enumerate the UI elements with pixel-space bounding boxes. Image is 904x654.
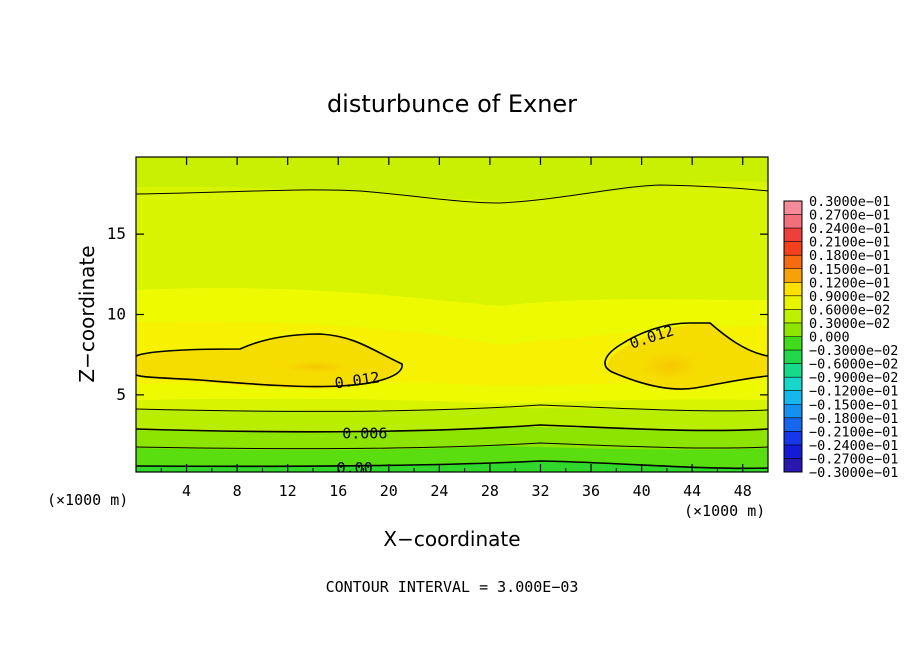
contour-line-003: [136, 442, 768, 450]
color-bar-cell: [784, 201, 802, 216]
contour-line-mid: [136, 404, 768, 412]
color-bar-cell: [784, 458, 802, 473]
x-tick-label: 4: [182, 482, 191, 500]
color-bar-label: 0.1800e−01: [809, 248, 890, 264]
x-tick-label: 40: [633, 482, 651, 500]
color-bar-cell: [784, 336, 802, 351]
contour-line-012-right: [604, 322, 768, 390]
color-bar-cell: [784, 363, 802, 378]
field-peak-left: [282, 361, 350, 373]
color-bar-cell: [784, 390, 802, 405]
contour-label: 0.00: [337, 459, 373, 477]
color-bar-label: 0.2100e−01: [809, 235, 890, 251]
color-bar-label: 0.1500e−01: [809, 262, 890, 278]
color-bar-label: 0.000: [809, 330, 850, 346]
color-bar-cell: [784, 377, 802, 392]
color-bar-label: 0.2400e−01: [809, 221, 890, 237]
contour-line-upper: [136, 184, 768, 204]
color-bar-cell: [784, 255, 802, 270]
contour-interval-note: CONTOUR INTERVAL = 3.000E−03: [326, 578, 579, 596]
color-bar-label: 0.9000e−02: [809, 289, 890, 305]
color-bar-label: 0.3000e−01: [809, 194, 890, 210]
color-bar-label: −0.1500e−01: [809, 397, 898, 413]
y-axis-label: Z−coordinate: [75, 245, 99, 382]
color-bar-cell: [784, 309, 802, 324]
color-bar-label: 0.3000e−02: [809, 316, 890, 332]
x-unit-note-right: (×1000 m): [684, 502, 765, 520]
color-bar-cell: [784, 444, 802, 459]
color-bar-cell: [784, 214, 802, 229]
contour-label: 0.006: [342, 424, 387, 442]
color-bar-label: −0.3000e−01: [809, 465, 898, 481]
field-orange-left: [136, 334, 401, 389]
color-bar-cell: [784, 322, 802, 337]
y-axis: 5 10 15: [107, 224, 768, 404]
color-bar: 0.3000e−010.2700e−010.2400e−010.2100e−01…: [783, 194, 898, 481]
x-unit-note-left: (×1000 m): [47, 491, 128, 509]
chart-title: disturbunce of Exner: [327, 90, 577, 118]
color-bar-label: −0.1800e−01: [809, 411, 898, 427]
x-tick-label: 48: [734, 482, 752, 500]
color-bar-cell: [784, 241, 802, 256]
color-bar-cell: [784, 268, 802, 283]
x-tick-label: 24: [430, 482, 448, 500]
x-axis-label: X−coordinate: [383, 527, 520, 551]
x-tick-label: 8: [233, 482, 242, 500]
color-bar-cell: [784, 295, 802, 310]
color-bar-label: −0.2100e−01: [809, 424, 898, 440]
contour-label-group: 0.006: [342, 424, 387, 442]
color-bar-label: −0.1200e−01: [809, 384, 898, 400]
y-tick-label: 15: [107, 224, 126, 243]
color-bar-label: −0.2400e−01: [809, 438, 898, 454]
contour-label-group: 0.00: [337, 459, 373, 477]
color-bar-cell: [784, 404, 802, 419]
color-bar-label: −0.9000e−02: [809, 370, 898, 386]
field-green-band-4: [136, 461, 768, 472]
color-bar-cell: [784, 228, 802, 243]
color-bar-label: 0.6000e−02: [809, 302, 890, 318]
color-bar-label: −0.3000e−02: [809, 343, 898, 359]
y-tick-label: 5: [116, 385, 126, 404]
color-bar-label: 0.1200e−01: [809, 275, 890, 291]
x-tick-label: 28: [481, 482, 499, 500]
x-tick-label: 36: [582, 482, 600, 500]
color-bar-cell: [784, 431, 802, 446]
x-tick-label: 12: [279, 482, 297, 500]
field-peak-right: [640, 352, 700, 380]
x-tick-label: 32: [531, 482, 549, 500]
color-bar-cell: [784, 282, 802, 297]
contour-line-000: [136, 460, 768, 470]
x-axis: 4 8 12 16 20 24 28 32 36 40 44 48: [160, 157, 752, 500]
y-tick-label: 10: [107, 305, 126, 324]
contour-lines: [136, 184, 768, 470]
x-tick-label: 20: [380, 482, 398, 500]
color-bar-cell: [784, 417, 802, 432]
color-bar-label: −0.6000e−02: [809, 357, 898, 373]
color-bar-label: −0.2700e−01: [809, 451, 898, 467]
x-tick-label: 16: [329, 482, 347, 500]
color-bar-label: 0.2700e−01: [809, 208, 890, 224]
color-bar-cell: [784, 350, 802, 365]
x-tick-label: 44: [683, 482, 701, 500]
contour-line-012-left: [136, 333, 403, 388]
contour-line-006: [136, 424, 768, 433]
